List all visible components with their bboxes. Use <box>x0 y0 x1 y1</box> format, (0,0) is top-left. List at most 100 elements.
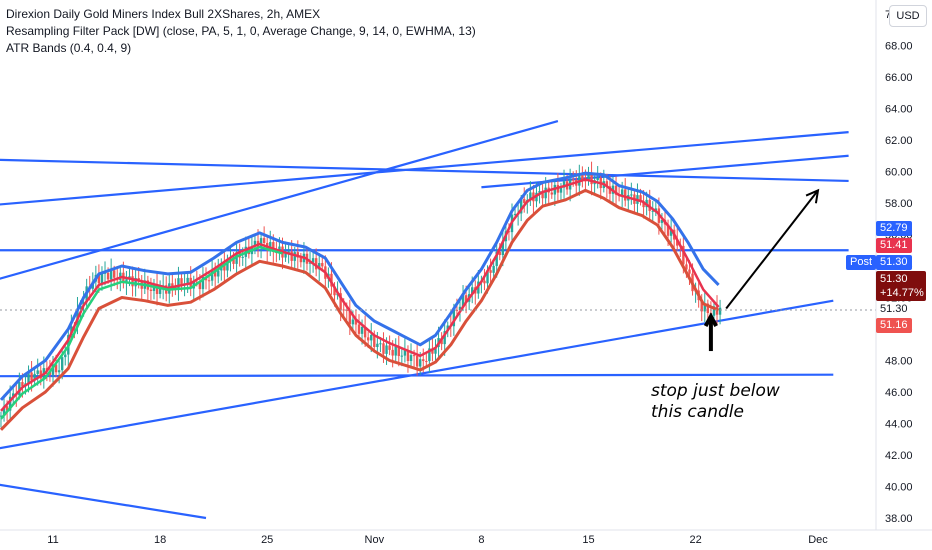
y-tick-label: 60.00 <box>885 167 913 179</box>
candle-body <box>269 242 272 251</box>
candle-body <box>385 345 388 354</box>
candle-body <box>342 309 345 311</box>
candle-body <box>688 269 691 274</box>
candle-body <box>314 258 318 270</box>
candle-body <box>272 242 275 252</box>
post-price-tag: 51.30 <box>876 255 912 270</box>
candle-body <box>523 199 526 203</box>
candle-body <box>409 355 413 361</box>
y-tick-label: 48.00 <box>885 356 913 368</box>
candle-body <box>223 263 226 271</box>
candle-body <box>529 192 532 200</box>
candle-body <box>642 201 645 208</box>
candle-body <box>431 348 434 354</box>
candle-body <box>97 274 101 284</box>
candle-body <box>290 251 293 261</box>
candle-body <box>458 306 462 310</box>
candle-body <box>651 210 654 212</box>
candle-body <box>131 276 134 287</box>
candle-body <box>39 370 42 379</box>
trendline <box>0 373 834 378</box>
candle-body <box>57 370 61 373</box>
candle-body <box>232 258 235 264</box>
candle-body <box>21 382 24 387</box>
last-price-tag: 51.30 +14.77% <box>876 271 926 301</box>
candle-body <box>614 185 618 195</box>
candle-body <box>572 179 575 181</box>
candle-body <box>30 372 33 381</box>
candle-body <box>180 278 183 286</box>
candle-body <box>241 256 244 258</box>
candle-body <box>584 180 587 182</box>
candle-body <box>538 191 541 193</box>
candle-body <box>443 331 446 345</box>
candle-body <box>348 310 352 325</box>
candle-body <box>363 326 367 338</box>
chart-legend: Direxion Daily Gold Miners Index Bull 2X… <box>6 6 476 57</box>
legend-atr-bands[interactable]: ATR Bands (0.4, 0.4, 9) <box>6 41 132 55</box>
candle-body <box>620 189 624 196</box>
candle-body <box>366 337 370 341</box>
candle-body <box>461 295 465 307</box>
candle-body <box>333 286 336 296</box>
filter-price-tag: 51.41 <box>876 238 912 253</box>
candle-body <box>682 245 685 265</box>
candle-body <box>590 173 593 185</box>
candle-body <box>544 187 547 199</box>
candle-body <box>541 191 544 199</box>
y-tick-label: 40.00 <box>885 482 913 494</box>
legend-resampling-filter[interactable]: Resampling Filter Pack [DW] (close, PA, … <box>6 24 476 38</box>
candle-body <box>498 251 501 256</box>
x-tick-label: 25 <box>261 534 273 546</box>
candle-body <box>630 194 633 196</box>
candle-body <box>51 364 55 375</box>
candle-body <box>486 270 489 284</box>
y-tick-label: 64.00 <box>885 104 913 116</box>
legend-symbol[interactable]: Direxion Daily Gold Miners Index Bull 2X… <box>6 7 321 21</box>
candle-body <box>155 284 159 294</box>
time-axis: 11 18 25 Nov 8 15 22 Dec <box>47 534 828 546</box>
series-atr-lower-band <box>0 188 720 431</box>
candle-body <box>33 373 36 381</box>
pointer-arrow-head <box>703 312 718 328</box>
series-filter <box>0 178 720 412</box>
post-label-tag: Post <box>846 255 877 270</box>
candle-body <box>483 280 486 284</box>
candle-body <box>489 270 492 273</box>
target-arrow-head <box>805 188 820 204</box>
candle-body <box>373 334 376 348</box>
x-tick-label: 8 <box>478 534 484 546</box>
x-tick-label: 15 <box>582 534 594 546</box>
candle-body <box>354 319 358 325</box>
crosshair-price-label: 51.30 <box>880 303 908 315</box>
candle-body <box>158 287 162 294</box>
y-tick-label: 42.00 <box>885 450 913 462</box>
candle-body <box>299 257 303 263</box>
candle-body <box>452 309 456 327</box>
candle-body <box>464 295 468 302</box>
candle-body <box>18 382 21 396</box>
candle-body <box>226 259 229 271</box>
candle-body <box>262 238 266 243</box>
candle-body <box>596 177 599 181</box>
annotation-arrows <box>703 188 820 352</box>
candle-body <box>587 173 590 181</box>
candle-body <box>400 355 404 357</box>
candle-body <box>217 270 220 277</box>
x-tick-label: Nov <box>365 534 385 546</box>
candle-body <box>706 303 710 313</box>
candle-body <box>406 349 410 361</box>
candle-body <box>666 224 670 236</box>
candle-body <box>415 355 419 367</box>
candle-body <box>700 300 703 312</box>
candle-body <box>388 345 391 350</box>
currency-button[interactable]: USD <box>889 5 927 27</box>
candle-body <box>64 354 67 358</box>
x-tick-label: 11 <box>47 534 58 546</box>
candle-body <box>109 270 113 280</box>
candle-body <box>311 258 315 263</box>
candle-body <box>5 406 9 411</box>
last-change-value: +14.77% <box>880 287 924 299</box>
candle-body <box>8 396 12 411</box>
